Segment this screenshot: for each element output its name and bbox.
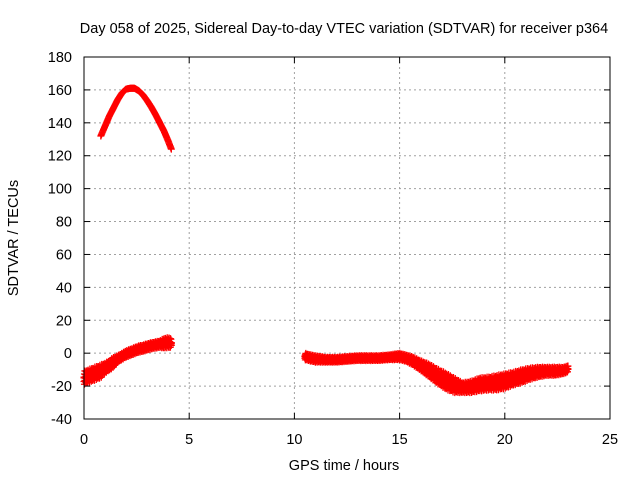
y-tick-label: 180	[48, 50, 72, 66]
y-tick-label: 40	[56, 280, 72, 296]
series-arc-low-afternoon	[301, 349, 572, 397]
y-tick-label: 120	[48, 149, 72, 165]
y-tick-label: 160	[48, 83, 72, 99]
series-arc-low-morning	[80, 334, 175, 388]
data-point	[167, 339, 175, 347]
label-layer: 0 5 10 15 20 25 -40 -20 0 20 40 60 80 100 120 140 160 180	[48, 50, 618, 448]
y-tick-label: 140	[48, 116, 72, 132]
data-point	[564, 362, 572, 370]
tick-layer	[83, 56, 611, 420]
y-tick-label: 80	[56, 215, 72, 231]
data-point	[167, 145, 175, 153]
x-tick-label: 10	[286, 432, 302, 448]
x-tick-label: 5	[185, 432, 193, 448]
y-tick-label: 100	[48, 182, 72, 198]
y-tick-label: 60	[56, 247, 72, 263]
series-arc-high	[97, 84, 175, 153]
x-tick-label: 0	[80, 432, 88, 448]
x-tick-label: 25	[602, 432, 618, 448]
y-axis-label: SDTVAR / TECUs	[6, 180, 22, 296]
grid-layer	[84, 57, 610, 419]
chart-title: Day 058 of 2025, Sidereal Day-to-day VTE…	[80, 21, 608, 37]
x-tick-label: 20	[497, 432, 513, 448]
y-tick-label: 0	[64, 346, 72, 362]
y-tick-label: 20	[56, 313, 72, 329]
data-layer	[80, 84, 572, 397]
x-tick-label: 15	[392, 432, 408, 448]
x-axis-label: GPS time / hours	[289, 458, 399, 474]
y-tick-label: -40	[51, 412, 72, 428]
y-tick-label: -20	[51, 379, 72, 395]
plot-frame	[83, 56, 611, 420]
